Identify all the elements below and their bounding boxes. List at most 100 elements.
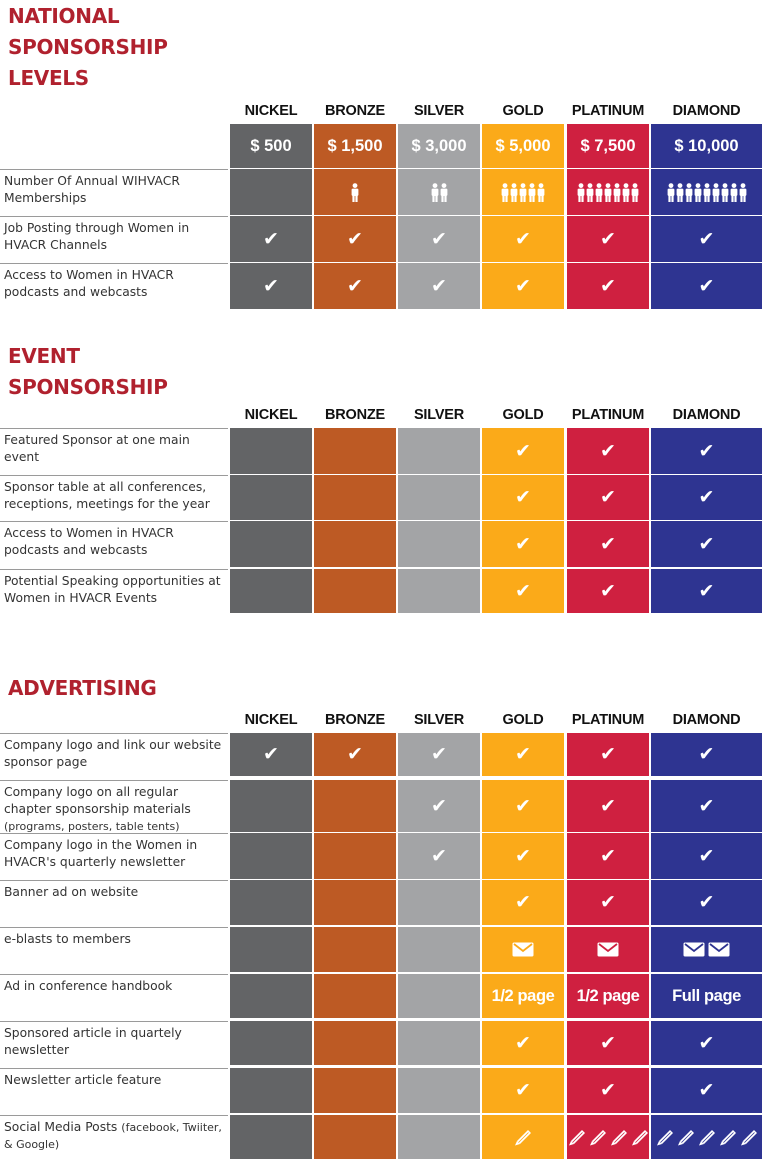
cell-nickel — [230, 1068, 312, 1113]
check-icon: ✔ — [263, 274, 279, 297]
cell-silver — [398, 569, 480, 613]
person-icon — [694, 182, 701, 202]
check-icon: ✔ — [431, 227, 447, 250]
benefit-label: Company logo on all regular chapter spon… — [0, 780, 228, 833]
cell-gold: ✔ — [482, 428, 564, 474]
benefit-label-text: Company logo on all regular chapter spon… — [4, 785, 191, 816]
check-icon: ✔ — [515, 743, 531, 765]
check-icon: ✔ — [600, 794, 616, 817]
person-icon — [685, 182, 692, 202]
benefit-row: Featured Sponsor at one main event ✔ ✔ ✔ — [0, 428, 767, 474]
check-icon: ✔ — [515, 274, 531, 297]
price-bronze: $ 1,500 — [314, 124, 396, 168]
price-gold: $ 5,000 — [482, 124, 564, 168]
person-icon — [528, 182, 536, 202]
cell-nickel — [230, 927, 312, 972]
cell-silver — [398, 927, 480, 972]
pencil-icon — [631, 1130, 648, 1146]
check-icon: ✔ — [515, 794, 531, 817]
price-nickel: $ 500 — [230, 124, 312, 168]
benefit-row: e-blasts to members — [0, 927, 767, 972]
cell-text: 1/2 page — [491, 986, 555, 1005]
check-icon: ✔ — [600, 579, 616, 602]
cell-silver — [398, 1115, 480, 1159]
benefit-label-text: Number Of Annual WIHVACR Memberships — [4, 174, 180, 205]
cell-nickel — [230, 428, 312, 474]
benefit-label-note: (facebook, Twiiter, & Google) — [4, 1121, 222, 1151]
cell-platinum: ✔ — [567, 733, 649, 776]
envelope-group — [597, 942, 619, 957]
benefit-row: Company logo on all regular chapter spon… — [0, 780, 767, 833]
check-icon: ✔ — [698, 891, 715, 913]
check-icon: ✔ — [698, 532, 715, 555]
tier-header-gold: GOLD — [502, 407, 544, 423]
check-icon: ✔ — [698, 844, 715, 867]
cell-text: Full page — [672, 986, 741, 1005]
cell-nickel — [230, 833, 312, 879]
member-group — [577, 182, 639, 202]
cell-diamond: ✔ — [651, 428, 762, 474]
tier-header-gold: GOLD — [502, 712, 544, 728]
cell-platinum: ✔ — [567, 475, 649, 520]
benefit-label-text: Company logo in the Women in HVACR's qua… — [4, 838, 198, 869]
check-icon: ✔ — [600, 1031, 616, 1054]
tier-header-nickel: NICKEL — [244, 712, 298, 728]
person-icon — [739, 182, 746, 202]
price-row: $ 500 $ 1,500 $ 3,000 $ 5,000 $ 7,500 $ 10,00… — [0, 124, 767, 168]
benefit-label-note: (programs, posters, table tents) — [4, 820, 180, 833]
benefit-label-text: Potential Speaking opportunities at Wome… — [4, 574, 221, 605]
cell-diamond: ✔ — [651, 833, 762, 879]
benefit-label: Ad in conference handbook — [0, 974, 228, 1018]
check-icon: ✔ — [515, 844, 531, 867]
check-icon: ✔ — [600, 743, 616, 765]
cell-silver — [398, 521, 480, 567]
tier-header-nickel: NICKEL — [244, 407, 298, 423]
cell-gold: ✔ — [482, 263, 564, 309]
benefit-row: Ad in conference handbook 1/2 page 1/2 pag… — [0, 974, 767, 1018]
cell-nickel — [230, 1021, 312, 1065]
tier-header-platinum: PLATINUM — [571, 407, 645, 423]
benefit-row: Potential Speaking opportunities at Wome… — [0, 569, 767, 613]
cell-nickel: ✔ — [230, 216, 312, 262]
cell-nickel — [230, 521, 312, 567]
tier-header-diamond: DIAMOND — [672, 407, 741, 423]
cell-diamond: ✔ — [651, 521, 762, 567]
cell-bronze: ✔ — [314, 216, 396, 262]
price-silver: $ 3,000 — [398, 124, 480, 168]
envelope-icon — [708, 942, 730, 957]
tier-header-silver: SILVER — [413, 407, 465, 423]
cell-gold: ✔ — [482, 521, 564, 567]
tier-header-platinum: PLATINUM — [571, 712, 645, 728]
check-icon: ✔ — [600, 274, 616, 297]
cell-silver: ✔ — [398, 833, 480, 879]
check-icon: ✔ — [600, 532, 616, 555]
benefit-label: e-blasts to members — [0, 927, 228, 972]
pencil-icon — [515, 1130, 531, 1146]
cell-bronze — [314, 880, 396, 925]
cell-bronze — [314, 974, 396, 1018]
benefit-row: Newsletter article feature ✔ ✔ ✔ — [0, 1068, 767, 1113]
member-group — [351, 182, 359, 202]
cell-diamond: ✔ — [651, 880, 762, 925]
cell-gold: ✔ — [482, 1021, 564, 1065]
person-icon — [676, 182, 683, 202]
check-icon: ✔ — [515, 579, 531, 602]
person-icon — [440, 182, 447, 202]
envelope-group — [512, 942, 534, 957]
cell-platinum: ✔ — [567, 569, 649, 613]
pencil-group — [655, 1128, 759, 1146]
cell-gold: ✔ — [482, 475, 564, 520]
benefit-label: Company logo in the Women in HVACR's qua… — [0, 833, 228, 879]
check-icon: ✔ — [431, 274, 447, 297]
envelope-icon — [512, 942, 534, 957]
person-icon — [712, 182, 719, 202]
benefit-label-text: Sponsored article in quartely newsletter — [4, 1026, 182, 1057]
benefit-label: Potential Speaking opportunities at Wome… — [0, 569, 228, 613]
benefit-label: Job Posting through Women in HVACR Chann… — [0, 216, 228, 262]
benefit-label-text: Company logo and link our website sponso… — [4, 738, 222, 769]
check-icon: ✔ — [600, 486, 616, 508]
cell-nickel: ✔ — [230, 263, 312, 309]
pencil-icon — [610, 1130, 627, 1146]
cell-silver — [398, 1021, 480, 1065]
cell-silver — [398, 475, 480, 520]
